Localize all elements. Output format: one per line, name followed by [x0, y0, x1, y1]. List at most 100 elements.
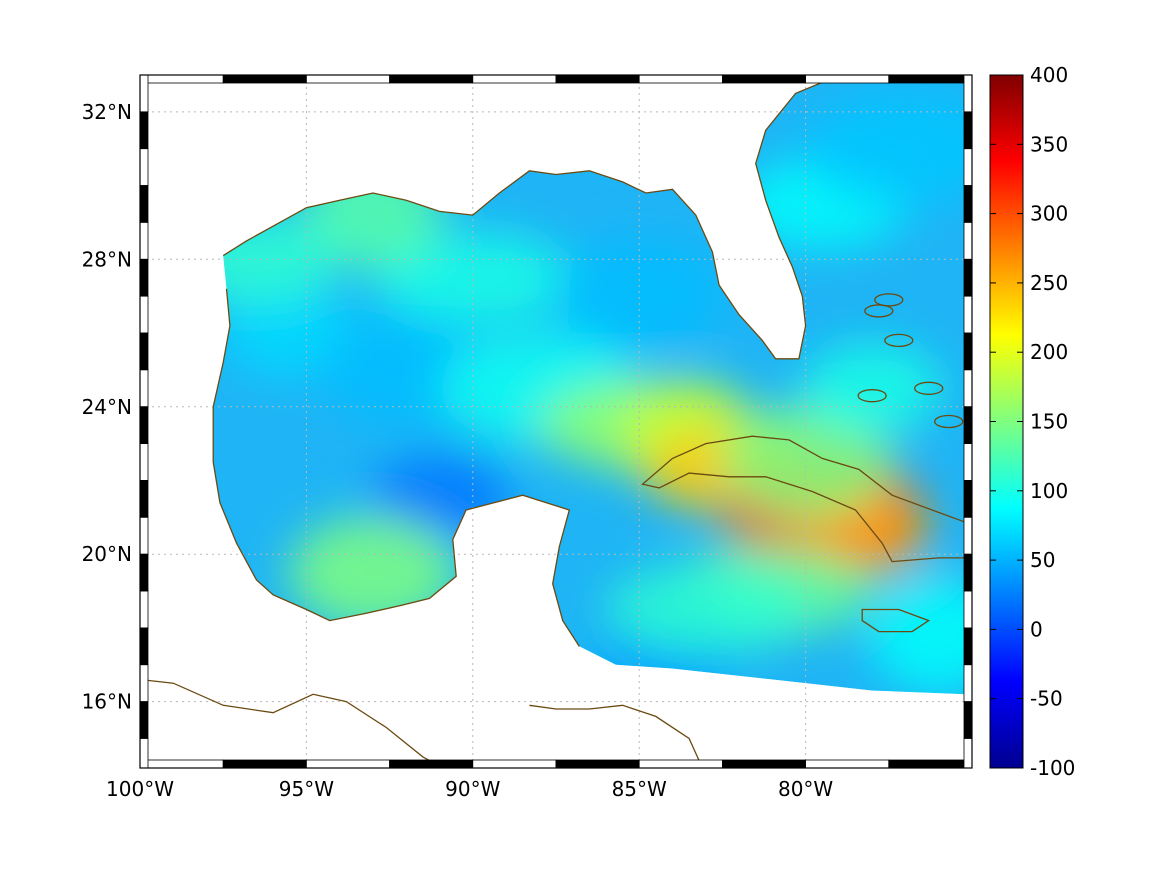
frame-segment [139, 74, 224, 84]
frame-segment [139, 553, 149, 592]
coastline-us-gulf [222, 81, 823, 360]
field-patch [720, 405, 891, 520]
frame-outline [139, 74, 973, 769]
frame-segment [305, 759, 390, 769]
frame-segment [139, 74, 149, 113]
frame-segment [963, 627, 973, 666]
field-patch [802, 343, 943, 434]
coastline-bahamas-island [884, 333, 914, 348]
field-patch [868, 578, 966, 693]
frame-segment [963, 590, 973, 629]
coastline-bahamas-island [934, 414, 964, 429]
frame-segment [139, 738, 149, 769]
lat-tick-label: 28°N [82, 247, 132, 271]
frame-segment [963, 74, 973, 113]
frame-segment [139, 480, 149, 518]
frame-segment [888, 74, 973, 84]
field-patch [287, 515, 458, 630]
colorbar-ticks: 400 350 300 250 200 150 100 50 0 -50 -100 [990, 63, 1075, 780]
frame-segment [805, 74, 890, 84]
frame-segment [963, 406, 973, 445]
frame-segment [963, 295, 973, 334]
frame-segment [963, 222, 973, 260]
tick-labels: 100°W 95°W 90°W 85°W 80°W 16°N 20°N 24°N 28°N 32°… [82, 100, 834, 801]
frame-segment [963, 664, 973, 703]
frame-segment [139, 148, 149, 186]
frame-segment [139, 111, 149, 150]
field-patch [605, 564, 806, 655]
lat-tick-label: 24°N [82, 395, 132, 419]
frame-segment [963, 258, 973, 297]
coastline-mexico [212, 288, 580, 647]
frame-segment [963, 516, 973, 555]
frame-segment [389, 74, 474, 84]
frame-segment [139, 627, 149, 666]
map-frame [139, 74, 973, 769]
frame-segment [472, 759, 557, 769]
colorbar-tick-label: 250 [1030, 271, 1068, 295]
frame-segment [963, 332, 973, 371]
frame-segment [139, 516, 149, 555]
frame-segment [139, 406, 149, 445]
coastline-bahamas-island [874, 293, 904, 307]
data-field [213, 82, 966, 695]
coastline-bahamas-island [914, 381, 944, 395]
frame-segment [139, 332, 149, 371]
colorbar-tick-label: 300 [1030, 202, 1068, 226]
coastline-honduras [529, 704, 700, 761]
colorbar-tick-label: 400 [1030, 63, 1068, 87]
frame-segment [722, 759, 807, 769]
colorbar-tick-label: 100 [1030, 479, 1068, 503]
coastline-bahamas-island [864, 304, 894, 318]
frame-segment [963, 701, 973, 739]
frame-segment [139, 369, 149, 408]
lon-tick-label: 100°W [106, 777, 174, 801]
field-patch [372, 232, 573, 323]
field-patch [554, 239, 725, 354]
lon-tick-label: 95°W [279, 777, 334, 801]
coastline-pacific [140, 678, 445, 768]
coastline-cuba [641, 435, 972, 563]
frame-segment [389, 759, 474, 769]
frame-segment [139, 258, 149, 297]
coastline-jamaica [861, 608, 931, 633]
frame-segment [963, 738, 973, 769]
frame-segment [139, 443, 149, 481]
frame-segment [963, 185, 973, 223]
frame-segment [139, 185, 149, 223]
frame-segment [638, 759, 723, 769]
coastline-bahamas-island [857, 389, 887, 403]
colorbar-tick-label: 200 [1030, 340, 1068, 364]
coastlines [140, 81, 972, 768]
frame-segment [139, 590, 149, 629]
lon-tick-label: 80°W [778, 777, 833, 801]
frame-segment [888, 759, 973, 769]
lat-tick-label: 16°N [82, 690, 132, 714]
frame-segment [963, 553, 973, 592]
frame-segment [139, 664, 149, 703]
frame-segment [305, 74, 390, 84]
field-patch [805, 91, 966, 206]
frame-segment [555, 74, 640, 84]
colorbar-tick-label: 350 [1030, 132, 1068, 156]
frame-segment [638, 74, 723, 84]
colorbar-tick-label: -100 [1030, 756, 1075, 780]
frame-segment [139, 222, 149, 260]
frame-segment [139, 701, 149, 739]
colorbar: 400 350 300 250 200 150 100 50 0 -50 -100 [989, 63, 1075, 780]
lon-tick-label: 90°W [445, 777, 500, 801]
lat-tick-label: 32°N [82, 100, 132, 124]
frame-segment [963, 443, 973, 481]
lon-tick-label: 85°W [612, 777, 667, 801]
colorbar-tick-label: -50 [1030, 687, 1063, 711]
frame-segment [963, 480, 973, 518]
colorbar-tick-label: 50 [1030, 548, 1055, 572]
frame-segment [472, 74, 557, 84]
frame-segment [963, 148, 973, 186]
colorbar-tick-label: 150 [1030, 410, 1068, 434]
frame-segment [139, 295, 149, 334]
frame-segment [963, 369, 973, 408]
frame-segment [805, 759, 890, 769]
colorbar-tick-label: 0 [1030, 617, 1043, 641]
